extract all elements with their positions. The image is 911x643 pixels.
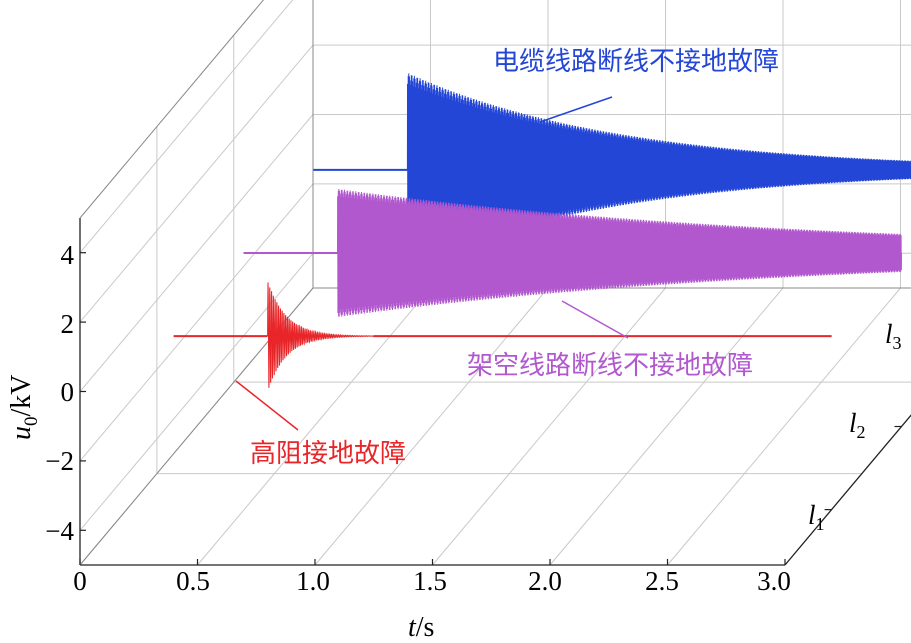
- annotation-leader-overhead: [561, 300, 629, 339]
- series-l1: [173, 282, 832, 388]
- gridline-floor-depth: [667, 287, 901, 566]
- gridline-floor-depth: [314, 287, 549, 566]
- x-tick-label: 3.0: [757, 566, 791, 596]
- y-tick-label: 4: [61, 240, 75, 270]
- series-l2: [243, 188, 902, 317]
- gridline-side-horizontal: [79, 183, 314, 462]
- x-tick-label: 1.5: [413, 566, 447, 596]
- depth-tick-labels: l1 l2 l3: [808, 319, 902, 534]
- annotation-high-resistance: 高阻接地故障: [250, 439, 406, 469]
- y-tick-label: −2: [45, 446, 74, 476]
- series-layer: [173, 73, 911, 388]
- x-tick-label: 0: [73, 566, 87, 596]
- box-edge: [79, 0, 265, 219]
- gridline-side-horizontal: [79, 114, 314, 392]
- x-tick-label: 2.5: [645, 566, 679, 596]
- series-l3: [313, 73, 911, 266]
- x-tick-label: 0.5: [176, 566, 210, 596]
- y-tick-label: 0: [61, 377, 75, 407]
- x-tick-label: 2.0: [528, 566, 562, 596]
- annotation-cable: 电缆线路断线不接地故障: [493, 47, 779, 77]
- gridline-floor-depth: [197, 287, 431, 566]
- depth-tick-label-l1: l1: [808, 500, 825, 534]
- gridline-side-horizontal: [79, 0, 294, 254]
- annotation-leader-cable: [539, 96, 613, 123]
- x-axis-title: t/s: [408, 612, 434, 643]
- series-waveform: [267, 282, 374, 388]
- y-tick-label: 2: [61, 309, 75, 339]
- series-waveform: [406, 73, 911, 266]
- x-tick-labels: 0 0.5 1.0 1.5 2.0 2.5 3.0: [73, 566, 791, 596]
- annotation-overhead: 架空线路断线不接地故障: [467, 351, 753, 381]
- y-tick-labels: 4 2 0 −2 −4: [45, 240, 74, 546]
- gridline-side-horizontal: [79, 44, 314, 323]
- gridline-floor-depth: [549, 287, 784, 566]
- annotation-leader-high-resistance: [235, 380, 299, 431]
- gridline-side-horizontal: [79, 252, 314, 531]
- y-tick-label: −4: [45, 516, 74, 546]
- depth-tick-label-l2: l2: [849, 408, 866, 442]
- depth-tick-label-l3: l3: [885, 319, 902, 353]
- gridline-floor-depth: [432, 287, 666, 566]
- y-axis-title: u0/kV: [6, 375, 42, 441]
- x-tick-label: 1.0: [296, 566, 330, 596]
- series-waveform: [337, 188, 902, 317]
